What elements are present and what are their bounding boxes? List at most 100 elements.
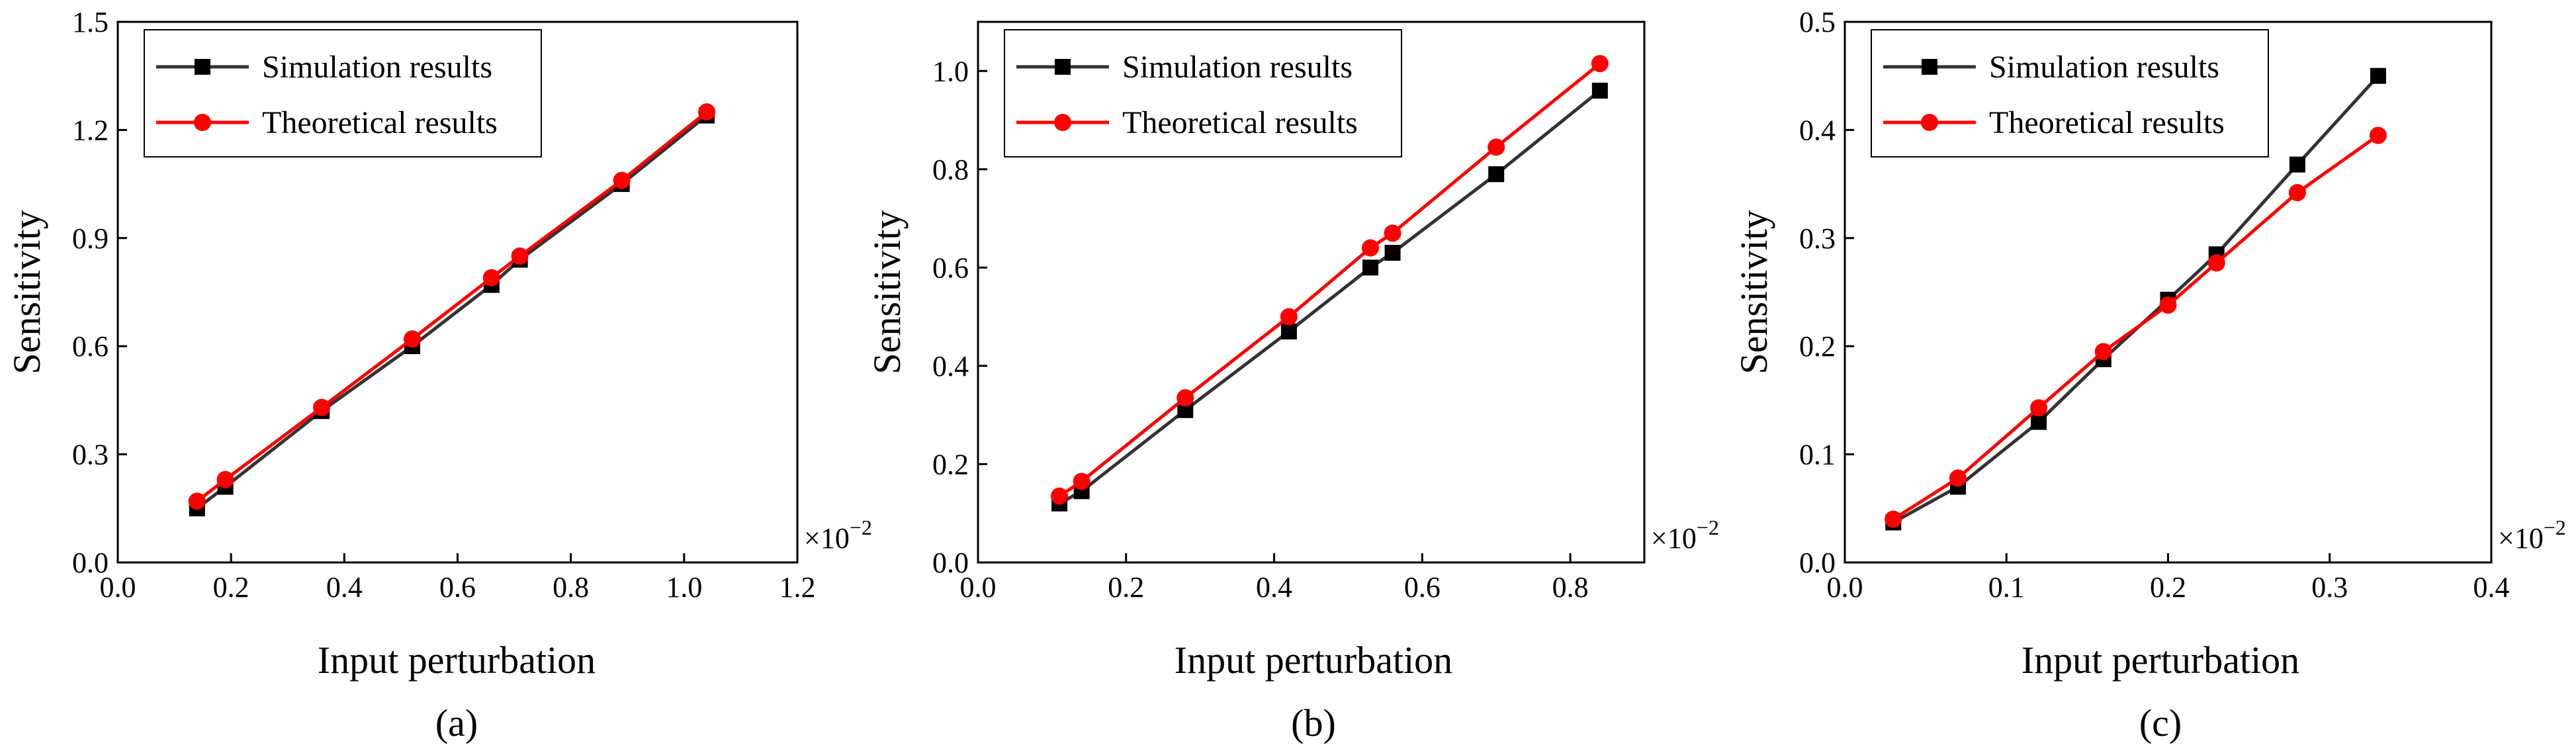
y-tick-label: 1.0 <box>932 55 969 87</box>
data-point-theoretical <box>1362 239 1380 257</box>
x-tick-label: 0.6 <box>1404 571 1441 603</box>
legend-label-theoretical: Theoretical results <box>1122 105 1358 140</box>
series-line-theoretical <box>1058 62 1601 498</box>
y-tick-label: 0.4 <box>932 350 969 382</box>
x-tick-label: 0.8 <box>1552 571 1589 603</box>
series-line-simulation <box>196 114 708 510</box>
data-point-theoretical <box>1280 308 1298 326</box>
legend-label-simulation: Simulation results <box>1989 50 2219 85</box>
y-tick-label: 0.9 <box>72 222 109 255</box>
x-multiplier-exponent: −2 <box>1697 515 1719 539</box>
data-point-simulation <box>1280 323 1297 339</box>
x-axis-title: Input perturbation <box>1175 639 1452 682</box>
data-point-theoretical <box>613 171 631 189</box>
data-point-theoretical <box>1885 510 1902 528</box>
data-point-theoretical <box>1488 138 1505 156</box>
plot-frame <box>977 21 1646 564</box>
x-tick-label: 0.1 <box>1988 571 2025 603</box>
x-tick-label: 0.8 <box>553 571 589 603</box>
legend-marker-circle <box>1921 114 1938 131</box>
y-tick-label: 0.2 <box>1799 330 1836 363</box>
data-point-theoretical <box>216 470 234 488</box>
data-point-simulation <box>1362 259 1379 276</box>
data-point-theoretical <box>2207 254 2225 272</box>
data-point-theoretical <box>188 492 206 510</box>
panel-label: (b) <box>1291 701 1336 744</box>
x-tick-label: 0.0 <box>1827 571 1863 603</box>
y-axis-title: Sensitivity <box>1732 210 1775 374</box>
legend-label-simulation: Simulation results <box>262 50 492 85</box>
legend-box <box>144 29 542 157</box>
y-tick-label: 1.2 <box>72 114 109 146</box>
series-line-simulation <box>1058 89 1601 506</box>
x-multiplier-exponent: −2 <box>850 515 872 539</box>
panel-a: 0.0 0.2 0.4 0.6 0.8 1.0 1.2 0.0 0.3 0.6 0.9 1.2 1.5 ×… <box>5 6 872 744</box>
data-point-simulation <box>1488 166 1505 183</box>
x-multiplier-exponent: −2 <box>2544 515 2566 539</box>
y-tick-label: 0.3 <box>1799 222 1836 255</box>
x-tick-label: 0.3 <box>2311 571 2348 603</box>
y-tick-label: 0.6 <box>72 330 109 363</box>
data-point-theoretical <box>313 398 331 416</box>
x-tick-label: 1.2 <box>779 571 816 603</box>
data-point-theoretical <box>1591 55 1609 73</box>
panel-c: 0.0 0.1 0.2 0.3 0.4 0.0 0.1 0.2 0.3 0.4 0.5 ×10−2 In… <box>1732 6 2566 744</box>
legend-box <box>1004 29 1402 157</box>
series-line-theoretical <box>196 111 708 503</box>
x-tick-label: 0.0 <box>960 571 997 603</box>
legend-label-simulation: Simulation results <box>1122 50 1353 85</box>
data-point-theoretical <box>482 269 500 287</box>
legend-marker-square <box>195 59 210 75</box>
y-tick-label: 0.1 <box>1799 439 1836 471</box>
y-tick-label: 0.0 <box>1799 547 1836 579</box>
y-tick-label: 0.8 <box>932 154 969 186</box>
data-point-theoretical <box>2159 296 2177 314</box>
data-point-theoretical <box>1949 469 1967 487</box>
x-tick-label: 0.0 <box>100 571 136 603</box>
y-axis-title: Sensitivity <box>5 210 48 374</box>
data-point-simulation <box>2031 414 2047 430</box>
x-multiplier: ×10−2 <box>804 515 872 555</box>
data-point-theoretical <box>2030 399 2048 417</box>
data-point-theoretical <box>511 247 529 265</box>
data-point-theoretical <box>2288 184 2306 202</box>
y-tick-label: 0.2 <box>932 448 969 480</box>
data-point-theoretical <box>1384 224 1401 242</box>
legend-marker-square <box>1922 59 1937 75</box>
data-point-theoretical <box>1073 472 1090 490</box>
x-multiplier: ×10−2 <box>1651 515 1719 555</box>
panel-label: (c) <box>2139 701 2182 744</box>
data-point-simulation <box>1591 82 1608 99</box>
panel-b: 0.0 0.2 0.4 0.6 0.8 0.0 0.2 0.4 0.6 0.8 1.0 ×10−2 In… <box>866 21 1719 744</box>
y-tick-label: 0.5 <box>1799 6 1836 38</box>
data-point-simulation <box>2370 67 2387 84</box>
x-axis-title: Input perturbation <box>2021 639 2299 682</box>
y-tick-label: 0.4 <box>1799 114 1836 146</box>
legend-box <box>1871 29 2269 157</box>
x-tick-label: 0.6 <box>439 571 476 603</box>
y-axis-title: Sensitivity <box>866 210 909 374</box>
series-line-theoretical <box>1892 134 2379 521</box>
legend-marker-circle <box>194 114 211 131</box>
legend-label-theoretical: Theoretical results <box>262 105 498 140</box>
y-tick-label: 0.0 <box>72 547 109 579</box>
x-tick-label: 0.2 <box>213 571 249 603</box>
x-axis-title: Input perturbation <box>318 639 596 682</box>
y-tick-label: 0.6 <box>932 251 969 284</box>
legend-marker-square <box>1055 59 1071 75</box>
data-point-theoretical <box>1177 389 1194 407</box>
x-tick-label: 0.4 <box>326 571 363 603</box>
data-point-theoretical <box>2094 343 2112 361</box>
data-point-simulation <box>1384 245 1401 261</box>
y-tick-label: 1.5 <box>72 6 109 38</box>
data-point-theoretical <box>404 330 422 348</box>
y-tick-label: 0.3 <box>72 439 109 471</box>
x-multiplier: ×10−2 <box>2498 515 2566 555</box>
legend-marker-circle <box>1054 114 1071 131</box>
x-tick-label: 0.4 <box>1256 571 1292 603</box>
data-point-theoretical <box>1051 487 1069 505</box>
x-tick-label: 0.2 <box>1108 571 1144 603</box>
x-tick-label: 0.2 <box>2150 571 2186 603</box>
data-point-theoretical <box>698 103 716 121</box>
